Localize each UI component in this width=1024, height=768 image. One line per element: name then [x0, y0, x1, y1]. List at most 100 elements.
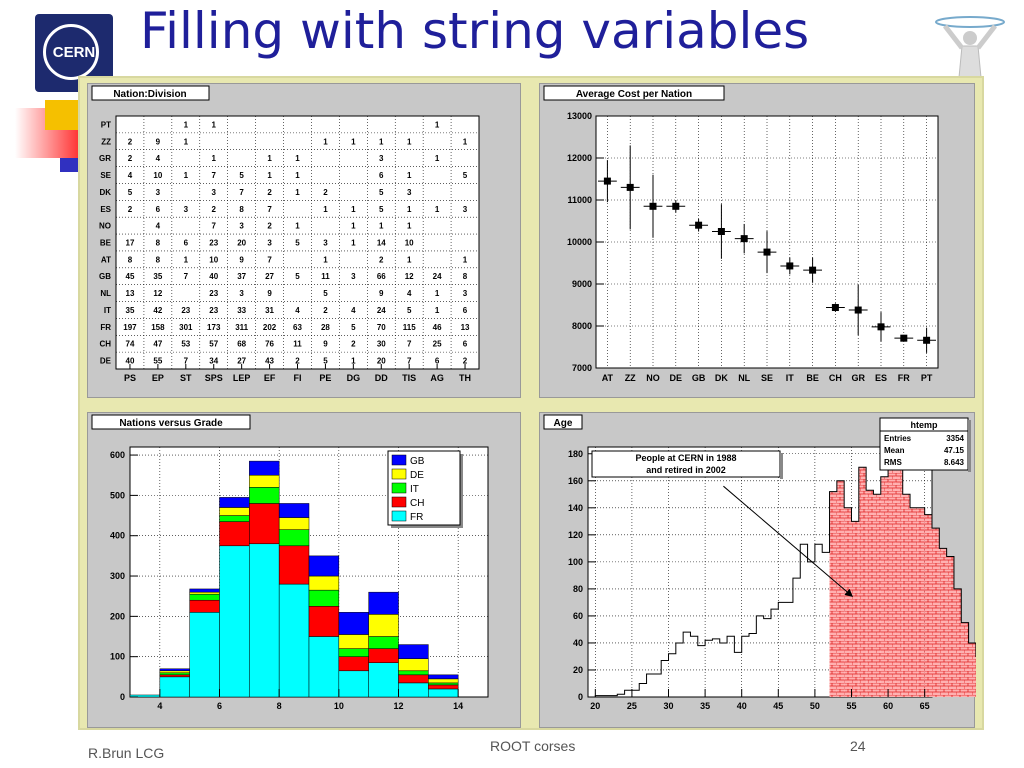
- x-tick-label: ZZ: [625, 373, 636, 383]
- table-cell: 3: [379, 154, 384, 163]
- data-point: [923, 336, 931, 344]
- table-cell: 33: [237, 306, 246, 315]
- table-cell: 9: [239, 255, 244, 264]
- column-label: LEP: [233, 373, 251, 383]
- y-tick-label: 160: [568, 476, 583, 486]
- data-point: [877, 323, 885, 331]
- highlighted-bin: [858, 467, 867, 697]
- table-cell: 30: [377, 340, 386, 349]
- x-tick-label: 60: [883, 701, 893, 711]
- y-tick-label: 8000: [572, 321, 592, 331]
- y-tick-label: 120: [568, 530, 583, 540]
- data-point: [626, 183, 634, 191]
- highlighted-bin: [932, 528, 940, 697]
- legend-swatch: [391, 496, 407, 508]
- row-label: ZZ: [101, 137, 111, 146]
- table-cell: 1: [267, 171, 272, 180]
- highlighted-bin: [910, 507, 918, 697]
- stack-segment-ch: [338, 656, 369, 672]
- x-tick-label: 10: [334, 701, 344, 711]
- highlighted-bin: [961, 622, 969, 697]
- highlighted-bin: [953, 588, 962, 697]
- table-cell: 10: [209, 255, 218, 264]
- row-label: BE: [100, 239, 112, 248]
- table-cell: 7: [267, 255, 272, 264]
- table-cell: 1: [351, 357, 356, 366]
- table-cell: 13: [461, 323, 470, 332]
- stack-segment-it: [368, 636, 399, 649]
- stats-entries-value: 3354: [946, 434, 964, 443]
- table-cell: 1: [435, 289, 440, 298]
- table-cell: 2: [351, 340, 356, 349]
- stack-segment-ch: [398, 674, 429, 684]
- stack-segment-de: [428, 678, 459, 684]
- stats-rms-label: RMS: [884, 458, 902, 467]
- stack-segment-ch: [219, 521, 250, 547]
- x-tick-label: 12: [393, 701, 403, 711]
- table-cell: 1: [351, 222, 356, 231]
- x-tick-label: 30: [664, 701, 674, 711]
- table-cell: 35: [126, 306, 135, 315]
- stack-segment-it: [278, 529, 310, 547]
- table-cell: 2: [212, 205, 217, 214]
- table-cell: 7: [212, 222, 217, 231]
- nations-grade-chart: 0 100 200 300 400 500 600 4 6 8 10 12 14 GB DE IT CH FR…: [91, 414, 489, 711]
- stats-name: htemp: [911, 420, 939, 430]
- pad-title-box: [91, 414, 251, 430]
- stack-segment-it: [338, 648, 369, 657]
- row-label: DE: [100, 357, 112, 366]
- data-point: [900, 334, 908, 342]
- column-label: EF: [264, 373, 276, 383]
- highlighted-bin: [888, 460, 896, 697]
- table-cell: 76: [265, 340, 274, 349]
- column-label: EP: [152, 373, 164, 383]
- table-cell: 12: [405, 272, 414, 281]
- table-cell: 24: [433, 272, 442, 281]
- table-cell: 1: [212, 120, 217, 129]
- stack-segment-de: [308, 575, 340, 591]
- table-cell: 1: [184, 137, 189, 146]
- row-label: ES: [100, 205, 111, 214]
- y-tick-label: 400: [110, 531, 125, 541]
- table-cell: 37: [237, 272, 246, 281]
- table-cell: 5: [295, 272, 300, 281]
- table-cell: 68: [237, 340, 246, 349]
- annotation-box: [591, 450, 781, 478]
- y-tick-label: 300: [110, 571, 125, 581]
- table-cell: 24: [377, 306, 386, 315]
- stack-segment-ch: [308, 606, 340, 637]
- data-point: [854, 306, 862, 314]
- table-cell: 7: [407, 340, 412, 349]
- legend-label: FR: [410, 512, 423, 523]
- stack-segment-gb: [219, 497, 250, 508]
- pad-title-box: [543, 414, 583, 430]
- y-tick-label: 7000: [572, 363, 592, 373]
- y-tick-label: 9000: [572, 279, 592, 289]
- table-cell: 53: [181, 340, 190, 349]
- x-tick-label: 55: [846, 701, 856, 711]
- stack-segment-ch: [189, 599, 220, 613]
- x-tick-label: 65: [920, 701, 930, 711]
- table-cell: 2: [128, 205, 133, 214]
- y-tick-label: 13000: [567, 111, 592, 121]
- stack-segment-de: [278, 517, 310, 530]
- average-cost-chart: 7000 8000 9000 10000 11000 12000 13000 AT ZZ NO D…: [543, 85, 939, 383]
- table-cell: 4: [407, 289, 412, 298]
- data-point: [603, 177, 611, 185]
- table-cell: 5: [379, 205, 384, 214]
- table-cell: 23: [181, 306, 190, 315]
- legend-label: GB: [410, 456, 425, 467]
- column-label: DD: [375, 373, 388, 383]
- stack-segment-fr: [338, 670, 369, 698]
- table-cell: 3: [239, 222, 244, 231]
- table-cell: 2: [323, 306, 328, 315]
- table-cell: 9: [156, 137, 161, 146]
- table-cell: 63: [293, 323, 302, 332]
- column-label: TH: [459, 373, 471, 383]
- stack-segment-fr: [189, 612, 220, 698]
- highlighted-bin: [902, 494, 911, 697]
- footer-course: ROOT corses: [490, 738, 576, 754]
- data-point: [809, 266, 817, 274]
- x-tick-label: 14: [453, 701, 463, 711]
- table-cell: 5: [323, 289, 328, 298]
